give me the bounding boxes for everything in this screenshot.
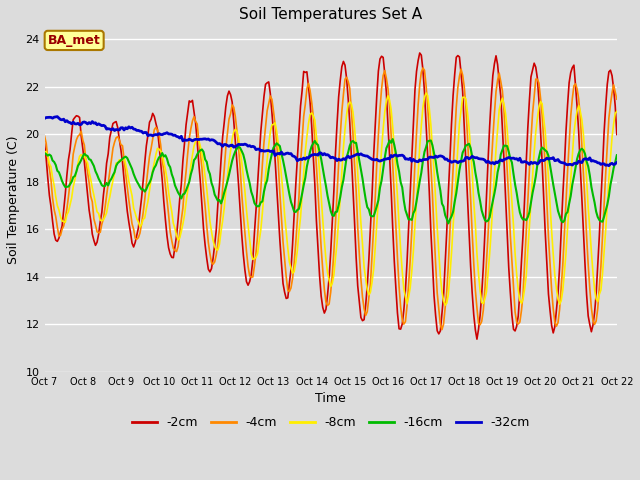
Title: Soil Temperatures Set A: Soil Temperatures Set A	[239, 7, 422, 22]
Text: BA_met: BA_met	[48, 34, 100, 47]
X-axis label: Time: Time	[316, 392, 346, 405]
Y-axis label: Soil Temperature (C): Soil Temperature (C)	[7, 135, 20, 264]
Legend: -2cm, -4cm, -8cm, -16cm, -32cm: -2cm, -4cm, -8cm, -16cm, -32cm	[127, 411, 535, 434]
